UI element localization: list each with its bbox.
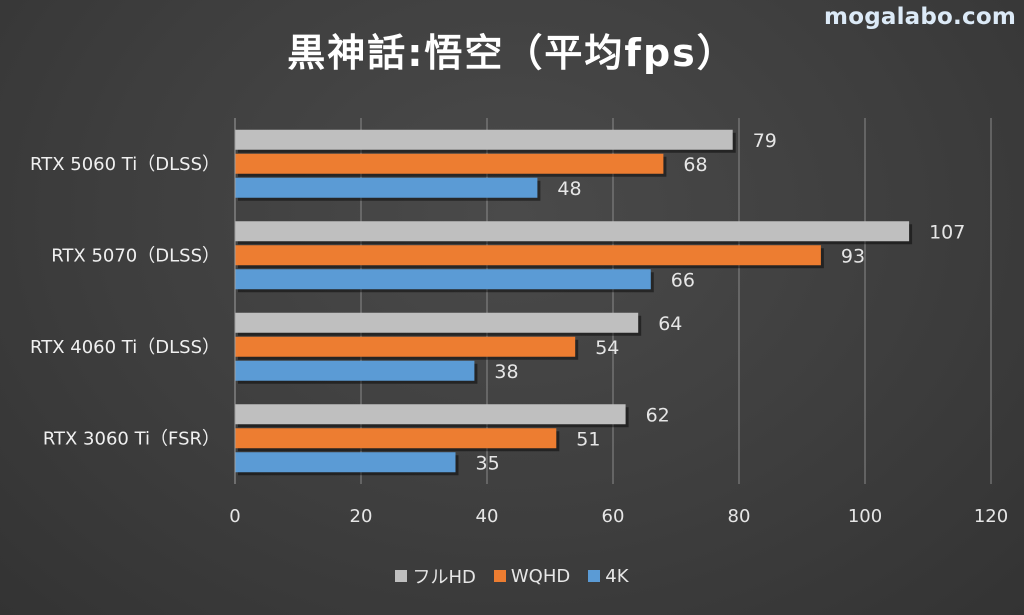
legend-label: フルHD bbox=[412, 567, 476, 588]
bar bbox=[235, 404, 626, 425]
data-label: 54 bbox=[595, 337, 619, 359]
bar bbox=[235, 269, 651, 290]
bar bbox=[235, 452, 456, 473]
bar bbox=[235, 428, 557, 449]
site-watermark: mogalabo.com bbox=[824, 4, 1016, 30]
x-tick-label: 120 bbox=[974, 506, 1008, 527]
legend-swatch bbox=[493, 570, 506, 582]
category-label: RTX 3060 Ti（FSR） bbox=[43, 428, 220, 449]
chart-title: 黒神話:悟空（平均fps） bbox=[287, 31, 737, 75]
data-label: 38 bbox=[494, 361, 518, 383]
legend-swatch bbox=[395, 570, 408, 582]
category-label: RTX 5070（DLSS） bbox=[51, 245, 220, 266]
legend-item: フルHD bbox=[395, 563, 476, 589]
x-tick-label: 80 bbox=[728, 506, 751, 527]
legend-label: WQHD bbox=[510, 565, 571, 587]
x-tick-label: 40 bbox=[476, 506, 499, 527]
bar bbox=[235, 336, 576, 357]
legend-item: 4K bbox=[588, 565, 629, 587]
bar bbox=[235, 153, 664, 174]
data-label: 93 bbox=[841, 245, 865, 267]
data-label: 79 bbox=[753, 130, 777, 152]
bar bbox=[235, 360, 475, 381]
x-tick-label: 0 bbox=[229, 506, 240, 527]
bar bbox=[235, 245, 821, 266]
category-label: RTX 4060 Ti（DLSS） bbox=[30, 337, 220, 358]
bar bbox=[235, 177, 538, 198]
x-tick-label: 100 bbox=[848, 506, 882, 527]
data-label: 107 bbox=[929, 221, 965, 243]
data-label: 51 bbox=[576, 428, 600, 450]
legend-item: WQHD bbox=[493, 565, 571, 587]
data-label: 62 bbox=[646, 404, 670, 426]
category-label: RTX 5060 Ti（DLSS） bbox=[30, 154, 220, 175]
data-label: 48 bbox=[557, 178, 581, 200]
data-label: 66 bbox=[671, 269, 695, 291]
data-label: 68 bbox=[683, 154, 707, 176]
legend-swatch bbox=[588, 570, 601, 582]
x-tick-label: 60 bbox=[602, 506, 625, 527]
bar bbox=[235, 221, 910, 242]
data-label: 64 bbox=[658, 313, 682, 335]
legend-label: 4K bbox=[605, 565, 629, 587]
bar bbox=[235, 312, 639, 333]
bar bbox=[235, 129, 733, 150]
chart-legend: フルHD WQHD 4K bbox=[0, 563, 1024, 589]
x-tick-label: 20 bbox=[350, 506, 373, 527]
data-label: 35 bbox=[476, 452, 500, 474]
